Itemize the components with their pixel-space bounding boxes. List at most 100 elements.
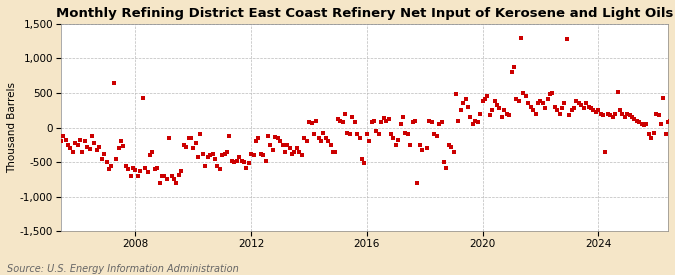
Point (491, 103, 502, 108)
Point (496, 115, 507, 119)
Point (323, 139, 333, 144)
Point (551, 108, 562, 112)
Point (282, 143, 293, 147)
Point (123, 167, 134, 171)
Point (104, 167, 115, 171)
Point (135, 169, 146, 173)
Point (255, 152, 266, 156)
Point (263, 134, 273, 138)
Point (427, 120, 437, 124)
Point (472, 120, 483, 124)
Point (381, 119, 392, 123)
Point (477, 99, 488, 103)
Point (453, 119, 464, 123)
Point (171, 181, 182, 185)
Point (328, 150, 339, 154)
Point (597, 113, 608, 117)
Point (537, 101, 548, 106)
Point (253, 136, 264, 140)
Point (176, 169, 187, 173)
Point (289, 150, 300, 154)
Point (190, 141, 201, 146)
Point (113, 146, 124, 150)
Point (212, 163, 223, 168)
Point (342, 131, 353, 135)
Point (398, 115, 408, 119)
Point (132, 174, 143, 178)
Point (243, 161, 254, 166)
Point (316, 139, 327, 144)
Point (655, 122, 666, 126)
Point (301, 139, 312, 144)
Point (347, 115, 358, 119)
Point (236, 158, 247, 163)
Point (417, 147, 428, 152)
Point (304, 120, 315, 124)
Point (407, 120, 418, 124)
Point (518, 91, 529, 95)
Point (183, 136, 194, 140)
Point (142, 170, 153, 175)
Point (344, 132, 355, 137)
Point (267, 147, 278, 152)
Point (118, 144, 129, 148)
Point (111, 156, 122, 161)
Point (554, 111, 565, 116)
Point (405, 143, 416, 147)
Point (209, 156, 220, 161)
Point (46, 144, 57, 148)
Point (68, 150, 78, 154)
Point (451, 92, 462, 97)
Y-axis label: Thousand Barrels: Thousand Barrels (7, 82, 17, 173)
Point (130, 168, 141, 173)
Point (147, 150, 158, 154)
Point (617, 111, 628, 116)
Point (668, 115, 675, 119)
Point (585, 106, 596, 110)
Point (373, 132, 384, 137)
Point (371, 129, 382, 133)
Point (224, 134, 235, 138)
Point (468, 122, 479, 126)
Point (446, 145, 456, 149)
Point (610, 111, 620, 116)
Point (383, 117, 394, 122)
Point (161, 177, 172, 182)
Point (485, 113, 495, 117)
Point (277, 143, 288, 147)
Point (246, 152, 256, 156)
Point (523, 101, 534, 106)
Point (410, 119, 421, 123)
Point (494, 106, 505, 110)
Point (238, 160, 249, 164)
Point (149, 167, 160, 171)
Point (53, 132, 63, 137)
Point (186, 136, 196, 140)
Point (506, 70, 517, 75)
Point (530, 111, 541, 116)
Point (482, 94, 493, 99)
Point (520, 94, 531, 99)
Point (475, 111, 485, 116)
Point (588, 108, 599, 112)
Point (48, 78, 59, 83)
Point (265, 143, 276, 147)
Point (412, 181, 423, 185)
Point (318, 131, 329, 135)
Point (92, 148, 103, 153)
Point (198, 152, 209, 156)
Point (395, 122, 406, 126)
Point (258, 153, 269, 157)
Point (250, 139, 261, 144)
Point (308, 132, 319, 137)
Point (429, 132, 439, 137)
Point (470, 119, 481, 123)
Point (559, 101, 570, 106)
Point (591, 110, 601, 114)
Point (335, 119, 346, 123)
Point (460, 96, 471, 101)
Point (583, 104, 594, 109)
Point (639, 123, 649, 128)
Point (576, 103, 587, 108)
Point (248, 153, 259, 157)
